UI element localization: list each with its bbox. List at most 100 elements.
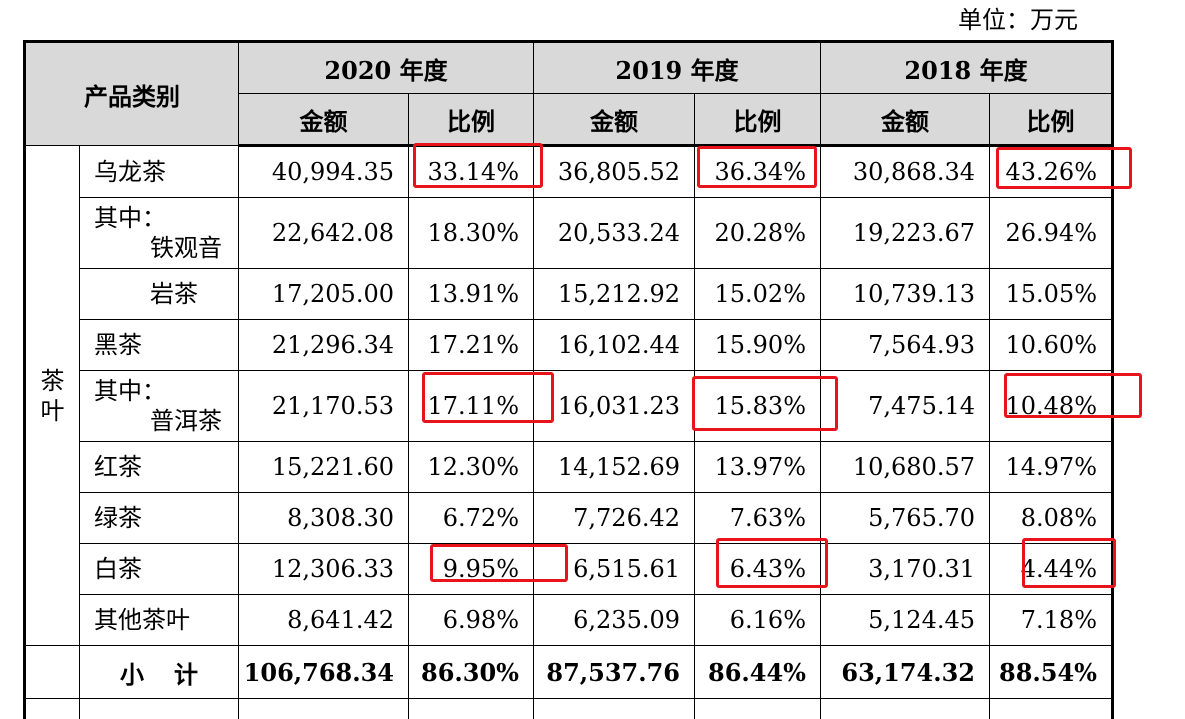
amount-header: 金额 <box>534 94 695 146</box>
ratio-cell: 4.44% <box>990 544 1113 595</box>
ratio-cell: 36.34% <box>695 146 821 198</box>
ratio-cell: 20.28% <box>695 198 821 269</box>
year-header-2018: 2018 年度 <box>821 42 1113 94</box>
ratio-cell: 15.02% <box>695 269 821 320</box>
ratio-header: 比例 <box>695 94 821 146</box>
ratio-cell: 7.18% <box>990 595 1113 646</box>
category-cell: 其他茶叶 <box>80 595 239 646</box>
unit-label: 单位：万元 <box>958 4 1078 36</box>
amount-cell: 3,170.31 <box>821 544 990 595</box>
amount-cell: 6,235.09 <box>534 595 695 646</box>
amount-cell: 36,805.52 <box>534 146 695 198</box>
amount-cell: 106,768.34 <box>239 646 409 699</box>
amount-cell: 40,994.35 <box>239 146 409 198</box>
amount-cell: 8,308.30 <box>239 493 409 544</box>
amount-cell: 22,642.08 <box>239 198 409 269</box>
ratio-cell: 26.94% <box>990 198 1113 269</box>
amount-cell: 15,221.60 <box>239 442 409 493</box>
ratio-cell: 6.98% <box>409 595 534 646</box>
ratio-cell: 17.11% <box>409 371 534 442</box>
amount-cell: 7,726.42 <box>534 493 695 544</box>
ratio-cell: 10.48% <box>990 371 1113 442</box>
category-sub: 铁观音 <box>94 233 238 263</box>
amount-cell: 14,152.69 <box>534 442 695 493</box>
category-cell: 岩茶 <box>80 269 239 320</box>
ratio-cell: 18.30% <box>409 198 534 269</box>
table-row: 其中： 普洱茶 21,170.53 17.11% 16,031.23 15.83… <box>25 371 1113 442</box>
amount-cell: 21,296.34 <box>239 320 409 371</box>
ratio-cell: 14.97% <box>990 442 1113 493</box>
amount-header: 金额 <box>239 94 409 146</box>
blank-cell <box>25 646 80 699</box>
ratio-cell: 7.63% <box>695 493 821 544</box>
amount-cell: 21,170.53 <box>239 371 409 442</box>
category-cell: 红茶 <box>80 442 239 493</box>
amount-cell: 20,533.24 <box>534 198 695 269</box>
ratio-cell: 10.60% <box>990 320 1113 371</box>
amount-cell: 7,564.93 <box>821 320 990 371</box>
category-cell: 白茶 <box>80 544 239 595</box>
amount-cell: 5,124.45 <box>821 595 990 646</box>
ratio-cell: 17.21% <box>409 320 534 371</box>
category-sub: 普洱茶 <box>94 406 238 436</box>
amount-cell: 10,680.57 <box>821 442 990 493</box>
category-cell: 乌龙茶 <box>80 146 239 198</box>
amount-cell: 7,475.14 <box>821 371 990 442</box>
ratio-cell: 6.16% <box>695 595 821 646</box>
group-label-char: 叶 <box>26 396 79 426</box>
amount-cell: 15,212.92 <box>534 269 695 320</box>
category-cell: 绿茶 <box>80 493 239 544</box>
ratio-cell: 43.26% <box>990 146 1113 198</box>
ratio-cell: 6.72% <box>409 493 534 544</box>
year-header-2020: 2020 年度 <box>239 42 534 94</box>
amount-cell: 12,306.33 <box>239 544 409 595</box>
ratio-header: 比例 <box>990 94 1113 146</box>
ratio-cell: 6.43% <box>695 544 821 595</box>
ratio-cell: 88.54% <box>990 646 1113 699</box>
amount-cell: 16,031.23 <box>534 371 695 442</box>
table-row: 岩茶 17,205.00 13.91% 15,212.92 15.02% 10,… <box>25 269 1113 320</box>
tea-group-label: 茶 叶 <box>25 146 80 646</box>
amount-cell: 16,102.44 <box>534 320 695 371</box>
category-cell: 黑茶 <box>80 320 239 371</box>
amount-cell: 63,174.32 <box>821 646 990 699</box>
table-row: 黑茶 21,296.34 17.21% 16,102.44 15.90% 7,5… <box>25 320 1113 371</box>
ratio-cell: 8.08% <box>990 493 1113 544</box>
table-row: 其中： 铁观音 22,642.08 18.30% 20,533.24 20.28… <box>25 198 1113 269</box>
amount-cell: 8,641.42 <box>239 595 409 646</box>
ratio-header: 比例 <box>409 94 534 146</box>
amount-cell: 10,739.13 <box>821 269 990 320</box>
amount-cell: 6,515.61 <box>534 544 695 595</box>
table-row: 其他茶叶 8,641.42 6.98% 6,235.09 6.16% 5,124… <box>25 595 1113 646</box>
category-prefix: 其中： <box>94 204 166 232</box>
ratio-cell: 13.91% <box>409 269 534 320</box>
amount-cell: 87,537.76 <box>534 646 695 699</box>
amount-cell: 19,223.67 <box>821 198 990 269</box>
group-label-char: 茶 <box>26 366 79 396</box>
sales-table: 产品类别 2020 年度 2019 年度 2018 年度 金额 比例 金额 比例… <box>23 40 1114 719</box>
year-header-2019: 2019 年度 <box>534 42 821 94</box>
category-header: 产品类别 <box>25 42 239 146</box>
ratio-cell: 15.83% <box>695 371 821 442</box>
category-cell: 其中： 普洱茶 <box>80 371 239 442</box>
ratio-cell: 15.90% <box>695 320 821 371</box>
ratio-cell: 13.97% <box>695 442 821 493</box>
ratio-cell: 33.14% <box>409 146 534 198</box>
ratio-cell: 15.05% <box>990 269 1113 320</box>
ratio-cell: 86.30% <box>409 646 534 699</box>
ratio-cell: 9.95% <box>409 544 534 595</box>
category-prefix: 其中： <box>94 377 166 405</box>
ratio-cell: 86.44% <box>695 646 821 699</box>
table-row: 白茶 12,306.33 9.95% 6,515.61 6.43% 3,170.… <box>25 544 1113 595</box>
amount-header: 金额 <box>821 94 990 146</box>
category-cell: 其中： 铁观音 <box>80 198 239 269</box>
table-row: 红茶 15,221.60 12.30% 14,152.69 13.97% 10,… <box>25 442 1113 493</box>
subtotal-label: 小计 <box>80 646 239 699</box>
table-row: 绿茶 8,308.30 6.72% 7,726.42 7.63% 5,765.7… <box>25 493 1113 544</box>
amount-cell: 17,205.00 <box>239 269 409 320</box>
table-row: 茶 叶 乌龙茶 40,994.35 33.14% 36,805.52 36.34… <box>25 146 1113 198</box>
subtotal-row: 小计 106,768.34 86.30% 87,537.76 86.44% 63… <box>25 646 1113 699</box>
table-body: 茶 叶 乌龙茶 40,994.35 33.14% 36,805.52 36.34… <box>25 146 1113 719</box>
ratio-cell: 12.30% <box>409 442 534 493</box>
amount-cell: 5,765.70 <box>821 493 990 544</box>
